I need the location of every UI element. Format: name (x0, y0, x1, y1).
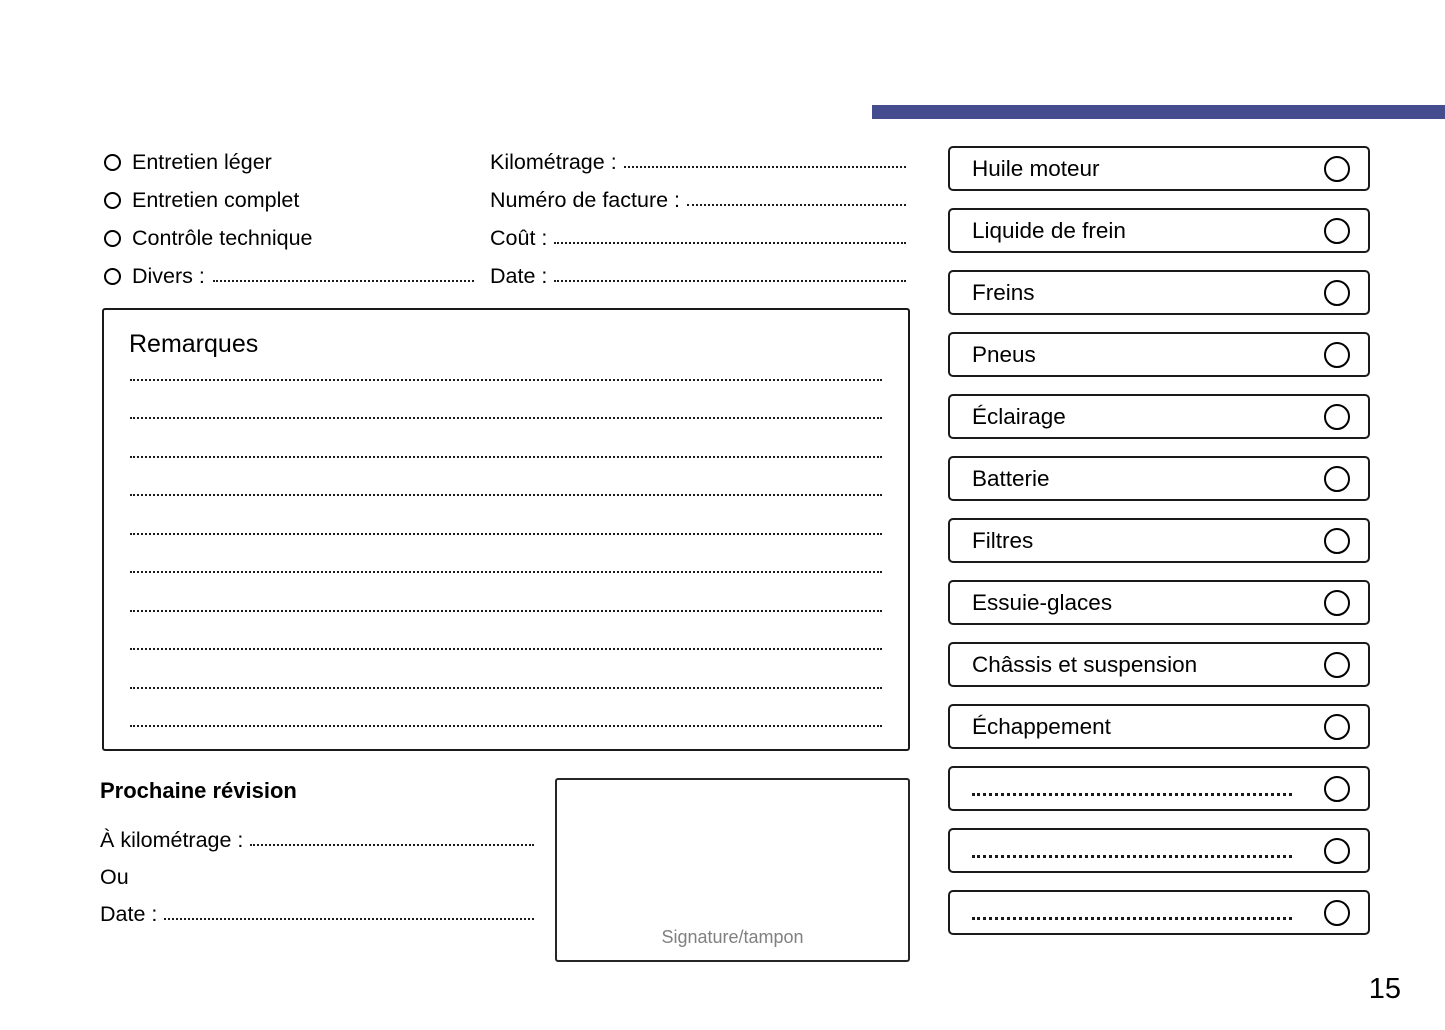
checklist-item[interactable] (948, 828, 1370, 873)
radio-circle-icon[interactable] (104, 153, 121, 171)
radio-circle-icon[interactable] (104, 229, 121, 247)
service-type-option[interactable]: Entretien complet (104, 181, 476, 219)
checklist-item[interactable]: Échappement (948, 704, 1370, 749)
dotted-write-in-line[interactable] (687, 189, 906, 211)
remarks-line[interactable] (130, 724, 882, 727)
remarks-line[interactable] (130, 609, 882, 612)
checkbox-circle-icon[interactable] (1324, 341, 1350, 368)
next-revision-rows: À kilométrage : Ou Date : (100, 822, 534, 933)
service-detail-field-label: Kilométrage : (490, 149, 617, 174)
checklist-item[interactable]: Filtres (948, 518, 1370, 563)
remarks-line[interactable] (130, 455, 882, 458)
service-type-option-label: Contrôle technique (132, 225, 313, 250)
checklist-item[interactable] (948, 766, 1370, 811)
next-revision-field: Ou (100, 859, 534, 896)
dotted-write-in-line[interactable] (554, 265, 906, 287)
checklist-item[interactable]: Pneus (948, 332, 1370, 377)
service-detail-field-label: Coût : (490, 225, 548, 250)
checkbox-circle-icon[interactable] (1324, 527, 1350, 554)
radio-circle-icon[interactable] (104, 191, 121, 209)
next-revision-section: Prochaine révision À kilométrage : Ou Date… (100, 778, 534, 933)
checkbox-circle-icon[interactable] (1324, 279, 1350, 306)
checklist-item[interactable]: Batterie (948, 456, 1370, 501)
checklist-item[interactable]: Liquide de frein (948, 208, 1370, 253)
service-detail-field[interactable]: Numéro de facture : (490, 181, 906, 219)
dotted-write-in-line[interactable] (554, 227, 906, 249)
checkbox-circle-icon[interactable] (1324, 465, 1350, 492)
remarks-line[interactable] (130, 570, 882, 574)
dotted-write-in-line[interactable] (250, 830, 534, 852)
next-revision-field-label: À kilométrage : (100, 828, 244, 852)
page-number: 15 (1368, 973, 1401, 1005)
next-revision-field-label: Ou (100, 865, 129, 889)
remarks-writing-lines[interactable] (130, 378, 882, 727)
checkbox-circle-icon[interactable] (1324, 217, 1350, 244)
checklist-item-label: Liquide de frein (972, 217, 1126, 243)
service-detail-field-label: Date : (490, 263, 548, 288)
checklist-item-label: Freins (972, 279, 1035, 305)
service-detail-fields: Kilométrage : Numéro de facture : Coût : Da… (490, 143, 907, 295)
checklist-item[interactable]: Éclairage (948, 394, 1370, 439)
next-revision-field[interactable]: À kilométrage : (100, 822, 534, 859)
checklist-item-label: Essuie-glaces (972, 589, 1113, 615)
radio-circle-icon[interactable] (104, 267, 121, 285)
checklist-item[interactable]: Huile moteur (948, 146, 1370, 191)
inspection-checklist: Huile moteur Liquide de frein Freins Pneus É… (948, 146, 1370, 935)
service-detail-field[interactable]: Coût : (490, 219, 906, 257)
checkbox-circle-icon[interactable] (1324, 713, 1350, 740)
signature-stamp-box[interactable]: Signature/tampon (555, 778, 910, 962)
checklist-item[interactable]: Essuie-glaces (948, 580, 1370, 625)
service-type-option-label: Entretien complet (132, 187, 300, 212)
checklist-item-write-in-line[interactable] (972, 839, 1314, 862)
checklist-item-write-in-line[interactable] (972, 777, 1314, 800)
dotted-write-in-line[interactable] (623, 151, 907, 173)
service-type-option-label: Entretien léger (132, 149, 272, 174)
remarks-line[interactable] (130, 532, 882, 535)
checklist-item[interactable]: Freins (948, 270, 1370, 315)
checkbox-circle-icon[interactable] (1324, 589, 1350, 616)
remarks-line[interactable] (130, 686, 882, 689)
service-type-options: Entretien léger Entretien complet Contrôle… (104, 143, 476, 295)
signature-caption: Signature/tampon (661, 927, 804, 947)
dotted-write-in-line[interactable] (212, 265, 475, 287)
remarks-title: Remarques (129, 330, 259, 358)
checklist-item-label: Filtres (972, 527, 1034, 553)
checkbox-circle-icon[interactable] (1324, 155, 1350, 182)
checkbox-circle-icon[interactable] (1324, 651, 1350, 678)
checklist-item-label: Batterie (972, 465, 1050, 491)
remarks-box: Remarques (102, 308, 910, 751)
checklist-item-label: Châssis et suspension (972, 651, 1198, 677)
checkbox-circle-icon[interactable] (1324, 837, 1350, 864)
service-detail-field[interactable]: Date : (490, 257, 906, 295)
checklist-item[interactable] (948, 890, 1370, 935)
service-type-option-label: Divers : (132, 263, 205, 288)
next-revision-field[interactable]: Date : (100, 896, 534, 933)
checklist-item-label: Échappement (972, 713, 1111, 739)
service-detail-field-label: Numéro de facture : (490, 187, 681, 212)
checklist-item-label: Pneus (972, 341, 1036, 367)
accent-rule (872, 105, 1445, 119)
dotted-write-in-line[interactable] (164, 904, 534, 926)
remarks-line[interactable] (130, 647, 882, 651)
checklist-item[interactable]: Châssis et suspension (948, 642, 1370, 687)
service-type-option[interactable]: Divers : (104, 257, 476, 295)
next-revision-field-label: Date : (100, 902, 158, 926)
checkbox-circle-icon[interactable] (1324, 403, 1350, 430)
checklist-item-label: Huile moteur (972, 155, 1100, 181)
checkbox-circle-icon[interactable] (1324, 775, 1350, 802)
checklist-item-write-in-line[interactable] (972, 901, 1314, 924)
remarks-line[interactable] (130, 416, 882, 420)
service-detail-field[interactable]: Kilométrage : (490, 143, 907, 181)
service-type-option[interactable]: Entretien léger (104, 143, 476, 181)
next-revision-title: Prochaine révision (100, 778, 297, 803)
remarks-line[interactable] (130, 378, 882, 381)
remarks-line[interactable] (130, 493, 882, 497)
checkbox-circle-icon[interactable] (1324, 899, 1350, 926)
checklist-item-label: Éclairage (972, 403, 1066, 429)
service-type-option[interactable]: Contrôle technique (104, 219, 476, 257)
